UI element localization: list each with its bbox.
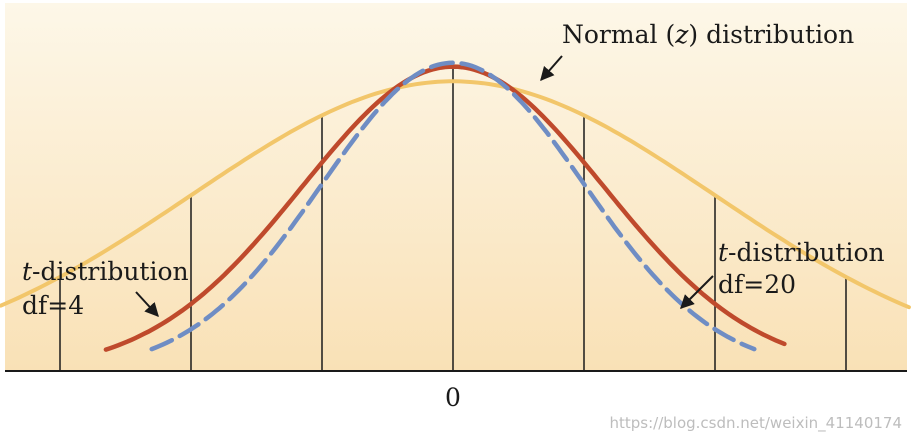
annotation-t20-rest: -distribution	[728, 238, 885, 267]
tick-lines	[59, 62, 847, 371]
curve-t4	[0, 79, 911, 310]
curves	[0, 60, 911, 352]
annotation-t20-df: df=20	[718, 270, 796, 299]
arrow-t4	[135, 291, 159, 318]
annotation-normal-name: Normal	[562, 20, 657, 49]
watermark: https://blog.csdn.net/weixin_41140174	[609, 414, 902, 433]
annotation-normal-open-paren: (	[665, 20, 675, 49]
tick-labels: 0	[445, 383, 461, 412]
annotation-normal-var: z	[674, 20, 689, 49]
plot-background	[5, 3, 907, 371]
annotation-t4-rest: -distribution	[32, 257, 189, 286]
annotation-t20-line1: t-distribution	[718, 238, 885, 267]
annotation-t4-line1: t-distribution	[22, 257, 189, 286]
arrow-normal	[540, 55, 563, 82]
annotation-normal: Normal (z) distribution	[562, 20, 854, 49]
annotation-normal-tail: distribution	[706, 20, 854, 49]
tick-label: 0	[445, 383, 461, 412]
curve-t20	[103, 64, 787, 352]
annotation-t20-italic: t	[718, 238, 729, 267]
annotation-normal-close-paren: )	[688, 20, 698, 49]
arrow-t20	[680, 275, 714, 309]
curve-normal	[149, 60, 757, 352]
annotation-t4-italic: t	[22, 257, 33, 286]
annotation-t4-df: df=4	[22, 291, 84, 320]
